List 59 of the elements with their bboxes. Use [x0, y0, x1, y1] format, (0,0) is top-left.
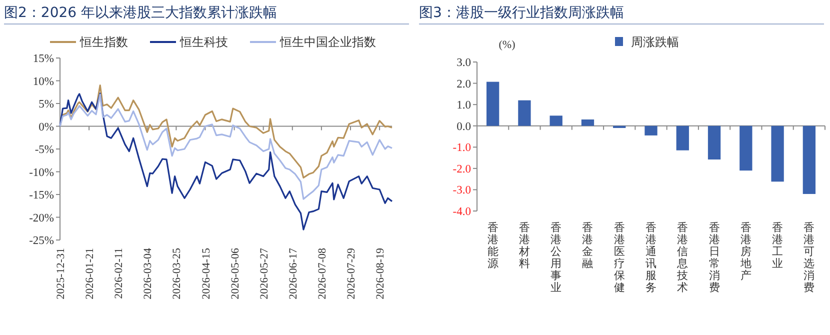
bar	[644, 126, 658, 136]
x-tick-label: 香港日常消费	[708, 221, 720, 294]
x-tick-label: 香港可选消费	[804, 221, 815, 294]
y-tick-label: -5%	[34, 144, 54, 156]
x-tick-label: 香港医疗保健	[614, 221, 625, 294]
y-tick-label: -3.0	[452, 184, 472, 197]
chart-title: 图2：2026 年以来港股三大指数累计涨跌幅	[4, 5, 277, 21]
legend-label: 恒生中国企业指数	[279, 35, 376, 49]
y-tick-label: 3.0	[456, 57, 472, 69]
x-tick-label: 香港房地产	[739, 221, 752, 282]
y-tick-label: 2.0	[456, 78, 472, 90]
x-tick-label: 2026-03-25	[171, 248, 184, 300]
y-tick-label: 10%	[32, 76, 54, 88]
x-tick-label: 香港信息技术	[676, 221, 688, 294]
x-tick-label: 香港能源	[487, 221, 498, 270]
y-tick-label: -25%	[29, 235, 54, 247]
x-tick-label: 2026-05-27	[258, 248, 270, 300]
line-series	[59, 92, 393, 230]
y-tick-label: 5%	[38, 98, 54, 110]
legend-label: 周涨跌幅	[631, 35, 679, 49]
x-tick-label: 香港材料	[518, 221, 530, 270]
bar	[802, 126, 816, 194]
bar	[708, 126, 721, 160]
bar	[550, 116, 562, 126]
x-tick-label: 2026-03-04	[142, 248, 154, 300]
y-tick-label: -10%	[29, 166, 54, 179]
line-series	[59, 94, 393, 200]
x-tick-label: 2026-06-17	[287, 248, 300, 300]
chart-title: 图3：港股一级行业指数周涨跌幅	[419, 5, 624, 21]
x-tick-label: 2026-04-15	[200, 248, 212, 300]
x-tick-label: 香港公用事业	[550, 221, 562, 294]
bar	[676, 126, 689, 150]
y-tick-label: 0%	[38, 121, 54, 134]
y-tick-label: 15%	[32, 53, 54, 65]
x-tick-label: 2026-02-11	[113, 248, 126, 299]
bar	[771, 126, 784, 182]
legend-label: 恒生指数	[79, 35, 128, 49]
x-tick-label: 2026-07-08	[316, 248, 328, 300]
x-tick-label: 香港工业	[772, 221, 784, 270]
bar	[740, 126, 752, 171]
legend-label: 恒生科技	[179, 35, 228, 49]
y-tick-label: 1.0	[456, 100, 472, 112]
y-tick-label: -20%	[29, 212, 54, 224]
y-tick-label: -2.0	[452, 163, 472, 176]
y-tick-label: 0.0	[456, 120, 472, 133]
bar	[518, 100, 531, 126]
x-tick-label: 2026-08-19	[374, 248, 387, 300]
bar	[486, 82, 500, 126]
x-tick-label: 2026-05-06	[229, 248, 242, 300]
y-tick-label: -4.0	[452, 206, 472, 218]
x-tick-label: 香港金融	[582, 221, 594, 270]
x-tick-label: 2026-07-29	[346, 248, 358, 300]
y-tick-label: -15%	[29, 190, 54, 202]
x-tick-label: 2025-12-31	[55, 248, 67, 300]
x-tick-label: 2026-01-21	[84, 248, 96, 300]
y-axis-title: (%)	[498, 39, 516, 51]
y-tick-label: -1.0	[452, 142, 472, 154]
bar	[581, 119, 594, 126]
x-tick-label: 香港通讯服务	[646, 221, 656, 294]
